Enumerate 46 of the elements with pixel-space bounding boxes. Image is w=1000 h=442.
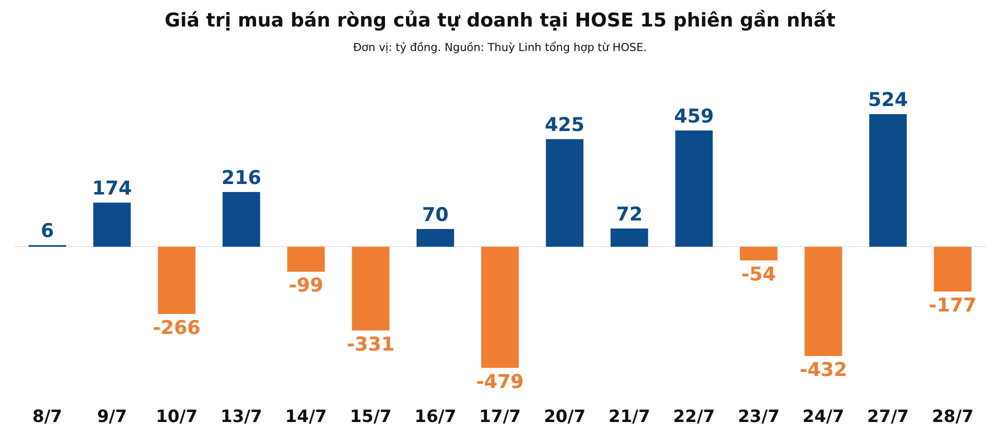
data-label: 6 <box>40 220 54 242</box>
bar <box>869 114 907 247</box>
bar <box>222 192 260 247</box>
bar <box>416 228 454 247</box>
x-tick-label: 8/7 <box>32 407 62 427</box>
bar <box>740 246 778 260</box>
data-label: 459 <box>674 106 714 128</box>
data-label: -432 <box>800 359 848 382</box>
x-tick-label: 20/7 <box>544 407 586 427</box>
data-label: -331 <box>346 333 394 356</box>
x-tick-label: 9/7 <box>97 407 127 427</box>
x-tick-label: 16/7 <box>414 407 456 427</box>
data-label: -479 <box>476 370 524 393</box>
bar <box>93 202 131 247</box>
chart-title: Giá trị mua bán ròng của tự doanh tại HOSE 15 phiên gần nhất <box>164 10 836 32</box>
x-tick-label: 23/7 <box>738 407 780 427</box>
data-label: 425 <box>544 114 584 136</box>
bar <box>610 228 648 247</box>
data-label: 72 <box>616 203 643 226</box>
x-tick-label: 15/7 <box>350 407 392 427</box>
data-label: 216 <box>222 167 262 190</box>
x-tick-label: 28/7 <box>932 407 974 427</box>
bar <box>546 139 584 247</box>
bar <box>158 246 196 314</box>
bar <box>675 130 713 247</box>
data-label: -177 <box>928 294 976 316</box>
bar <box>934 246 972 292</box>
chart-subtitle: Đơn vị: tỷ đồng. Nguồn: Thuỳ Linh tổng hợp từ HOSE. <box>353 41 647 54</box>
x-tick-label: 13/7 <box>220 407 262 427</box>
bar <box>352 246 390 330</box>
data-label: -99 <box>288 274 324 297</box>
x-tick-label: 24/7 <box>802 407 844 427</box>
data-label: 70 <box>422 204 449 226</box>
bar <box>804 246 842 356</box>
x-tick-label: 21/7 <box>608 407 650 427</box>
bar <box>287 246 325 272</box>
data-label: 174 <box>92 178 132 200</box>
bar <box>481 246 519 368</box>
x-tick-label: 22/7 <box>673 407 715 427</box>
x-tick-label: 27/7 <box>867 407 909 427</box>
data-label: -266 <box>152 317 200 339</box>
x-tick-label: 17/7 <box>479 407 521 427</box>
x-tick-label: 10/7 <box>156 407 198 427</box>
x-tick-label: 14/7 <box>285 407 327 427</box>
data-label: 524 <box>868 89 908 112</box>
data-label: -54 <box>742 263 776 286</box>
